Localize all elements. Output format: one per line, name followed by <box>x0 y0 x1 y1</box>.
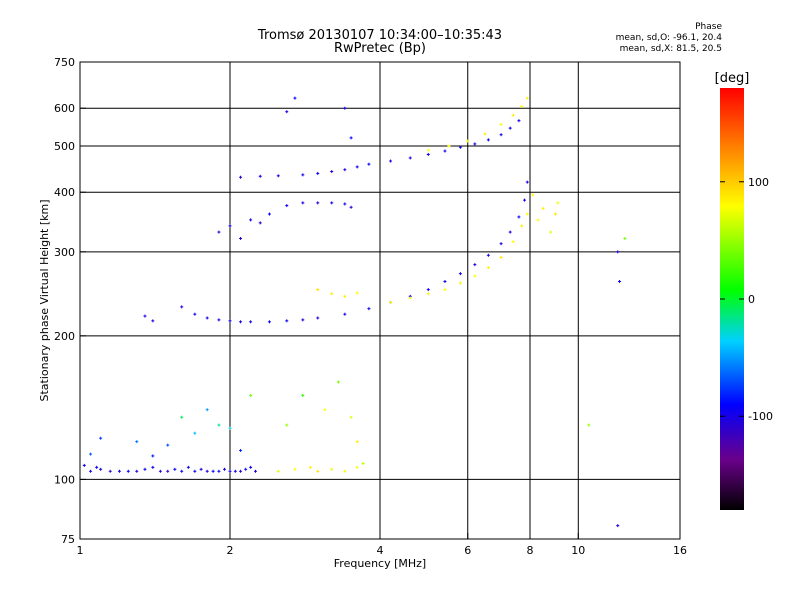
y-axis-label: Stationary phase Virtual Height [km] <box>38 199 51 401</box>
phase-stats-x-mode: mean, sd,X: 81.5, 20.5 <box>619 44 722 54</box>
x-tick-label: 6 <box>464 544 471 557</box>
colorbar-tick-label: 0 <box>748 293 755 306</box>
x-tick-label: 1 <box>77 544 84 557</box>
x-tick-label: 8 <box>527 544 534 557</box>
y-tick-label: 100 <box>54 473 75 486</box>
y-tick-label: 75 <box>61 533 75 546</box>
colorbar-ticks: 100 0 -100 <box>720 176 773 423</box>
y-axis-ticks: 75 100 200 300 400 500 600 750 <box>54 56 86 546</box>
x-axis-ticks: 1 2 4 6 8 10 16 <box>77 533 687 557</box>
x-axis-label: Frequency [MHz] <box>334 557 426 570</box>
y-tick-label: 500 <box>54 140 75 153</box>
colorbar-label: [deg] <box>715 71 750 86</box>
y-tick-label: 400 <box>54 186 75 199</box>
colorbar-tick-label: 100 <box>748 176 769 189</box>
x-tick-label: 4 <box>377 544 384 557</box>
y-tick-label: 300 <box>54 246 75 259</box>
phase-stats-o-mode: mean, sd,O: -96.1, 20.4 <box>615 33 722 43</box>
x-tick-label: 2 <box>227 544 234 557</box>
phase-stats: Phase mean, sd,O: -96.1, 20.4 mean, sd,X… <box>592 22 722 55</box>
x-tick-label: 10 <box>571 544 585 557</box>
x-tick-label: 16 <box>673 544 687 557</box>
y-tick-label: 750 <box>54 56 75 69</box>
grid-lines <box>80 62 680 539</box>
phase-stats-heading: Phase <box>695 22 722 32</box>
chart-subtitle: RwPretec (Bp) <box>333 41 427 56</box>
chart-title: Tromsø 20130107 10:34:00–10:35:43 <box>257 28 503 43</box>
data-points <box>82 96 627 528</box>
y-tick-label: 600 <box>54 102 75 115</box>
colorbar-tick-label: -100 <box>748 410 773 423</box>
y-tick-label: 200 <box>54 330 75 343</box>
